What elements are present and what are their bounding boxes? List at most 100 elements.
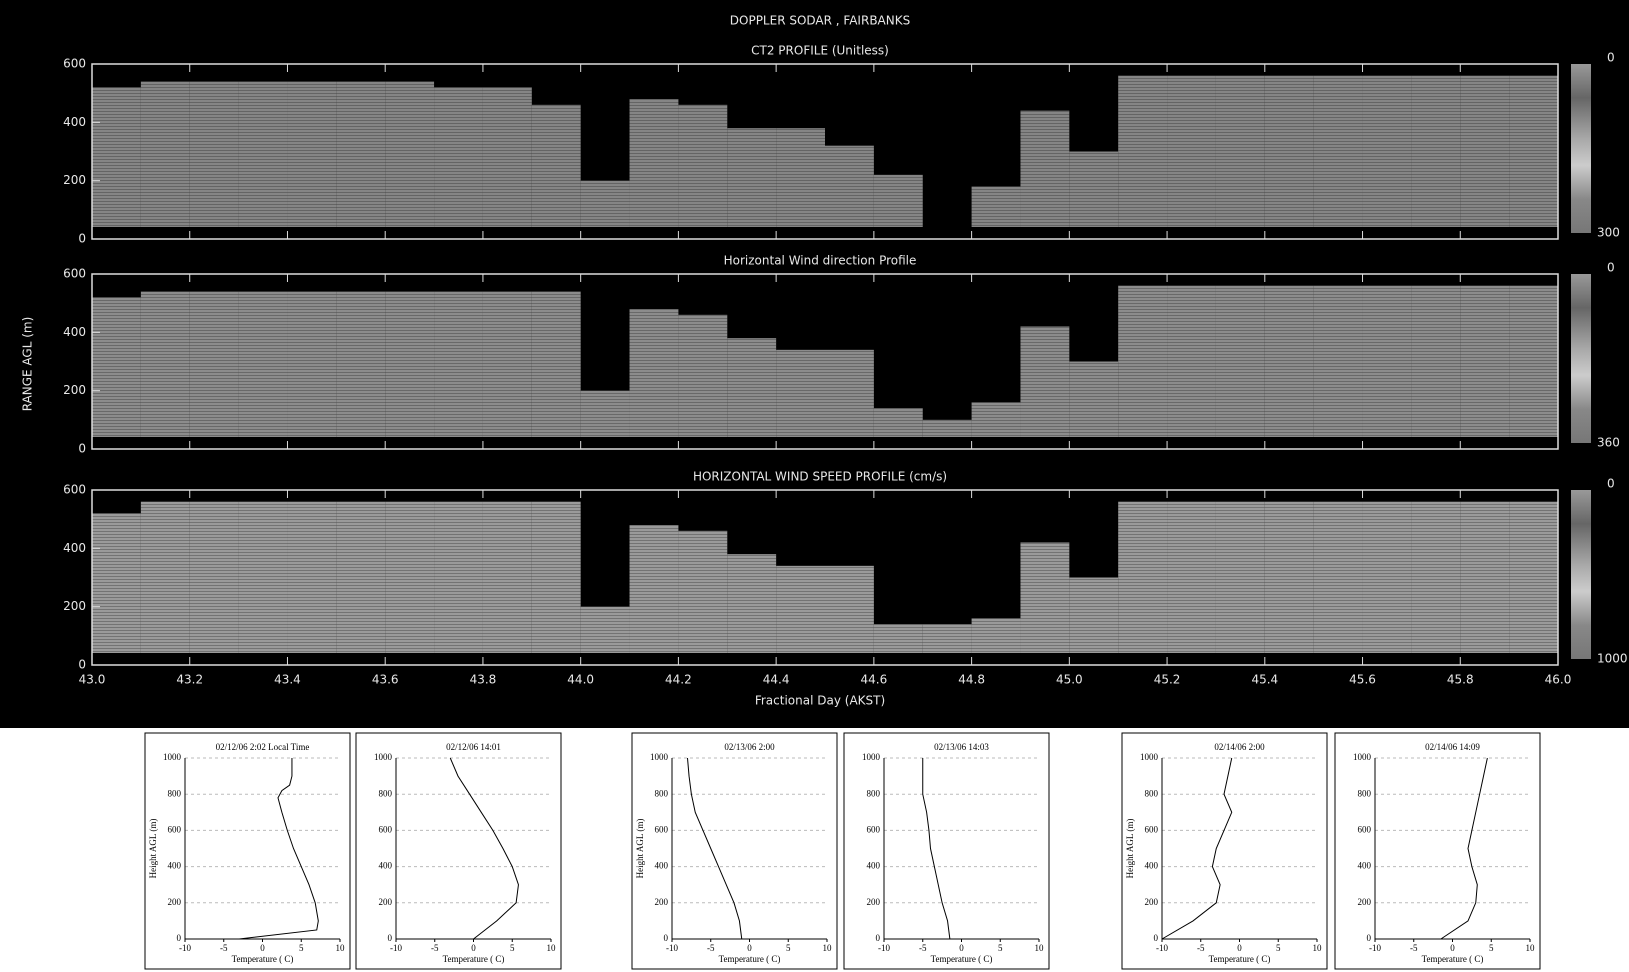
x-tick-label: 0: [1450, 943, 1455, 953]
echo-texture: [189, 291, 239, 437]
echo-texture: [92, 513, 141, 653]
echo-texture: [482, 501, 532, 653]
y-axis-label: Height AGL (m): [1125, 819, 1135, 879]
x-tick-label: -5: [431, 943, 439, 953]
echo-texture: [385, 501, 435, 653]
echo-texture: [140, 291, 190, 437]
echo-texture: [727, 128, 777, 227]
echo-texture: [92, 87, 141, 227]
y-tick-label: 0: [78, 442, 86, 456]
x-tick-label: 44.4: [763, 673, 790, 687]
y-tick-label: 200: [168, 897, 182, 907]
x-tick-label: 43.8: [470, 673, 497, 687]
echo-texture: [287, 501, 337, 653]
y-tick-label: 800: [168, 788, 182, 798]
y-tick-label: 0: [1367, 933, 1372, 943]
echo-texture: [336, 81, 386, 227]
x-tick-label: 10: [823, 943, 833, 953]
x-tick-label: 45.0: [1056, 673, 1083, 687]
colorbar-max: 360: [1597, 436, 1620, 450]
echo-texture: [1362, 285, 1412, 437]
x-tick-label: 10: [336, 943, 346, 953]
echo-texture: [336, 501, 386, 653]
echo-texture: [1362, 75, 1412, 228]
y-tick-label: 200: [1145, 897, 1159, 907]
y-tick-label: 600: [63, 483, 86, 497]
echo-texture: [1167, 75, 1216, 228]
x-axis-label: Temperature ( C): [1422, 954, 1484, 964]
profile-title: 02/14/06 14:09: [1425, 742, 1480, 752]
y-tick-label: 1000: [862, 752, 881, 762]
x-tick-label: 5: [786, 943, 791, 953]
y-tick-label: 400: [1358, 861, 1372, 871]
echo-texture: [1215, 75, 1265, 228]
x-tick-label: 44.0: [567, 673, 594, 687]
y-tick-label: 400: [655, 861, 669, 871]
echo-texture: [531, 104, 581, 227]
temperature-profile: [1440, 757, 1488, 940]
echo-texture: [1215, 285, 1265, 437]
echo-texture: [580, 606, 630, 653]
x-tick-label: -10: [390, 943, 402, 953]
sodar-title: DOPPLER SODAR , FAIRBANKS: [730, 14, 910, 28]
profile-title: 02/14/06 2:00: [1214, 742, 1265, 752]
y-tick-label: 600: [1358, 824, 1372, 834]
echo-texture: [1264, 285, 1314, 437]
echo-texture: [1313, 501, 1363, 653]
echo-texture: [727, 338, 777, 437]
profile-title: 02/12/06 14:01: [446, 742, 501, 752]
echo-texture: [580, 180, 630, 227]
temperature-profile: [449, 757, 519, 940]
y-tick-label: 600: [1145, 824, 1159, 834]
profile-frame: [1334, 732, 1541, 970]
panel-title: HORIZONTAL WIND SPEED PROFILE (cm/s): [693, 470, 947, 484]
echo-texture: [1509, 285, 1558, 437]
colorbar: [1571, 274, 1591, 443]
y-tick-label: 800: [379, 788, 393, 798]
colorbar: [1571, 490, 1591, 659]
x-tick-label: -5: [707, 943, 715, 953]
x-axis-label: Fractional Day (AKST): [755, 694, 885, 708]
echo-texture: [825, 349, 874, 437]
echo-texture: [482, 87, 532, 227]
y-axis-label: Height AGL (m): [148, 819, 158, 879]
echo-texture: [1167, 501, 1216, 653]
profile-title: 02/13/06 14:03: [934, 742, 989, 752]
y-tick-label: 0: [78, 232, 86, 246]
x-tick-label: 5: [510, 943, 515, 953]
echo-texture: [1460, 75, 1510, 228]
echo-texture: [1460, 285, 1510, 437]
x-tick-label: 44.6: [861, 673, 888, 687]
y-tick-label: 600: [168, 824, 182, 834]
y-tick-label: 1000: [1140, 752, 1159, 762]
echo-texture: [238, 81, 288, 227]
y-axis-label: RANGE AGL (m): [21, 317, 35, 412]
x-tick-label: 43.0: [79, 673, 106, 687]
y-tick-label: 600: [867, 824, 881, 834]
echo-texture: [92, 297, 141, 437]
x-tick-label: 45.8: [1447, 673, 1474, 687]
colorbar-min: 0: [1607, 51, 1615, 65]
echo-texture: [434, 501, 483, 653]
profile-frame: [631, 732, 838, 970]
profile-frame: [1121, 732, 1328, 970]
y-tick-label: 400: [63, 541, 86, 555]
x-tick-label: -10: [878, 943, 890, 953]
x-axis-label: Temperature ( C): [719, 954, 781, 964]
y-tick-label: 0: [664, 933, 669, 943]
x-tick-label: -10: [666, 943, 678, 953]
panel-title: CT2 PROFILE (Unitless): [751, 44, 889, 58]
x-tick-label: -5: [1410, 943, 1418, 953]
x-tick-label: -10: [179, 943, 191, 953]
echo-texture: [189, 81, 239, 227]
y-tick-label: 400: [379, 861, 393, 871]
x-tick-label: 10: [1313, 943, 1323, 953]
echo-texture: [1264, 501, 1314, 653]
x-tick-label: 44.8: [958, 673, 985, 687]
echo-texture: [1215, 501, 1265, 653]
echo-texture: [922, 419, 972, 437]
x-tick-label: -10: [1369, 943, 1381, 953]
echo-texture: [873, 408, 923, 437]
panel-frame: [91, 273, 1559, 450]
x-axis-label: Temperature ( C): [931, 954, 993, 964]
